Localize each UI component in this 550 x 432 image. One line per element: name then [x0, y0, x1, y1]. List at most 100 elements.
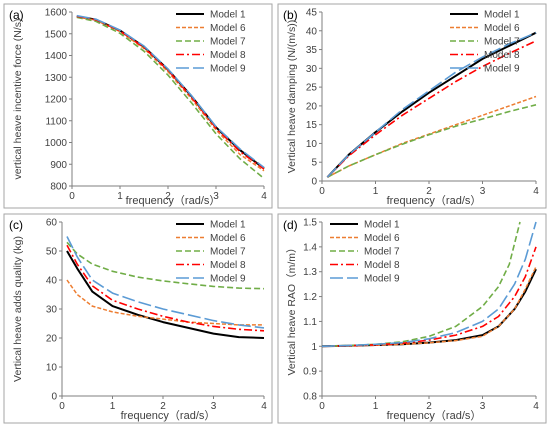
panel-label: (c): [9, 218, 23, 232]
y-tick-label: 1.4: [303, 242, 317, 253]
y-tick-label: 40: [46, 276, 58, 287]
y-tick-label: 1200: [45, 95, 68, 106]
legend-label-model-7: Model 7: [210, 37, 246, 48]
x-tick-label: 1: [110, 401, 116, 412]
legend-label-model-8: Model 8: [210, 260, 246, 271]
y-tick-label: 1600: [45, 8, 68, 19]
x-tick-label: 2: [426, 186, 432, 197]
series-line-model-6: [66, 279, 264, 326]
y-axis-label: Vertical heave RAO（m/m）: [286, 242, 298, 375]
y-tick-label: 1: [311, 342, 317, 353]
x-tick-label: 2: [426, 401, 432, 412]
y-tick-label: 1400: [45, 51, 68, 62]
y-tick-label: 30: [306, 64, 318, 75]
y-tick-label: 5: [311, 158, 317, 169]
series-line-model-9: [321, 221, 537, 348]
y-tick-label: 1.5: [303, 218, 317, 229]
legend-label-model-6: Model 6: [210, 23, 246, 34]
legend-label-model-9: Model 9: [364, 274, 400, 285]
panel-label: (a): [9, 8, 24, 22]
y-axis-label: Vertical heave damping (N/(m/s)): [286, 20, 298, 173]
y-tick-label: 0: [311, 177, 317, 188]
series-line-model-6: [76, 16, 265, 172]
x-tick-label: 0: [69, 191, 75, 202]
panel-label: (d): [283, 218, 298, 232]
x-axis-label: frequency（rad/s）: [121, 409, 216, 422]
chart-panel-4: 0.8 0.9 1 1.1 1.2 1.3 1.4 1.5 0 1 2 3 4 frequency（rad…: [277, 213, 547, 424]
legend-label-model-6: Model 6: [484, 23, 520, 34]
series-line-model-7: [327, 104, 537, 178]
y-tick-label: 1500: [45, 29, 68, 40]
x-tick-label: 1: [373, 186, 379, 197]
x-tick-label: 3: [213, 191, 219, 202]
y-tick-label: 10: [46, 363, 58, 374]
x-tick-label: 1: [117, 191, 123, 202]
y-tick-label: 1.3: [303, 267, 317, 278]
y-tick-label: 800: [50, 182, 67, 193]
x-tick-label: 2: [160, 401, 166, 412]
x-axis-label: frequency（rad/s）: [387, 194, 482, 207]
y-axis-label: Vertical heave adds quality (kg): [12, 236, 24, 382]
legend-label-model-8: Model 8: [364, 260, 400, 271]
legend-label-model-7: Model 7: [484, 37, 520, 48]
legend: Model 1 Model 6 Model 7 Model 8 Model 9: [450, 10, 520, 75]
chart-panel-3: 0 10 20 30 40 50 60 0 1 2 3 4 frequency（rad/s） Vertic…: [3, 213, 273, 424]
legend-label-model-9: Model 9: [484, 64, 520, 75]
series-line-model-9: [326, 31, 537, 178]
series-line-model-9: [76, 14, 265, 169]
series-line-model-8: [66, 244, 265, 332]
y-tick-label: 0.8: [303, 392, 317, 403]
x-tick-label: 4: [533, 401, 539, 412]
legend: Model 1 Model 6 Model 7 Model 8 Model 9: [176, 10, 246, 75]
y-tick-label: 45: [306, 8, 318, 19]
y-tick-label: 1.1: [303, 317, 317, 328]
y-tick-label: 25: [306, 83, 318, 94]
x-tick-label: 0: [319, 401, 325, 412]
legend-label-model-6: Model 6: [364, 233, 400, 244]
y-axis-label: vertical heave incentive force (N/s): [12, 18, 24, 179]
chart-panel-1: 800 900 1000 1100 1200 1300 1400 1500 1600 0 1 2 3 4 f…: [3, 3, 273, 209]
panel-border: [3, 213, 273, 424]
x-axis-label: frequency（rad/s）: [126, 194, 221, 207]
legend-label-model-7: Model 7: [210, 247, 246, 258]
y-tick-label: 0.9: [303, 367, 317, 378]
x-tick-label: 4: [533, 186, 539, 197]
series-line-model-7: [76, 16, 265, 180]
panel-label: (b): [283, 8, 298, 22]
panel-border: [3, 3, 273, 209]
x-tick-label: 4: [261, 191, 267, 202]
legend: Model 1 Model 6 Model 7 Model 8 Model 9: [330, 220, 400, 285]
legend-label-model-8: Model 8: [210, 50, 246, 61]
x-tick-label: 3: [211, 401, 217, 412]
legend-label-model-6: Model 6: [210, 233, 246, 244]
y-tick-label: 0: [51, 392, 57, 403]
y-tick-label: 1000: [45, 138, 68, 149]
x-tick-label: 3: [480, 186, 486, 197]
legend-label-model-1: Model 1: [364, 220, 400, 231]
panel-border: [277, 213, 547, 424]
x-tick-label: 2: [165, 191, 171, 202]
x-axis-label: frequency（rad/s）: [387, 409, 482, 422]
series-line-model-9: [66, 236, 265, 329]
series-line-model-7: [66, 241, 265, 290]
y-tick-label: 1.2: [303, 292, 317, 303]
legend: Model 1 Model 6 Model 7 Model 8 Model 9: [176, 220, 246, 285]
legend-label-model-7: Model 7: [364, 247, 400, 258]
y-tick-label: 40: [306, 26, 318, 37]
y-tick-label: 60: [46, 218, 58, 229]
y-tick-label: 20: [306, 101, 318, 112]
x-tick-label: 0: [59, 401, 65, 412]
x-tick-label: 4: [261, 401, 267, 412]
x-tick-label: 3: [480, 401, 486, 412]
legend-label-model-9: Model 9: [210, 274, 246, 285]
y-tick-label: 35: [306, 45, 318, 56]
series-line-model-8: [326, 40, 537, 178]
y-tick-label: 1100: [45, 116, 67, 127]
legend-label-model-1: Model 1: [484, 10, 520, 21]
x-tick-label: 1: [373, 401, 379, 412]
y-tick-label: 1300: [45, 73, 68, 84]
chart-panel-2: 0 5 10 15 20 25 30 35 40 45 0 1 2 3 4 frequency（rad/s） V…: [277, 3, 547, 209]
y-tick-label: 15: [306, 120, 318, 131]
